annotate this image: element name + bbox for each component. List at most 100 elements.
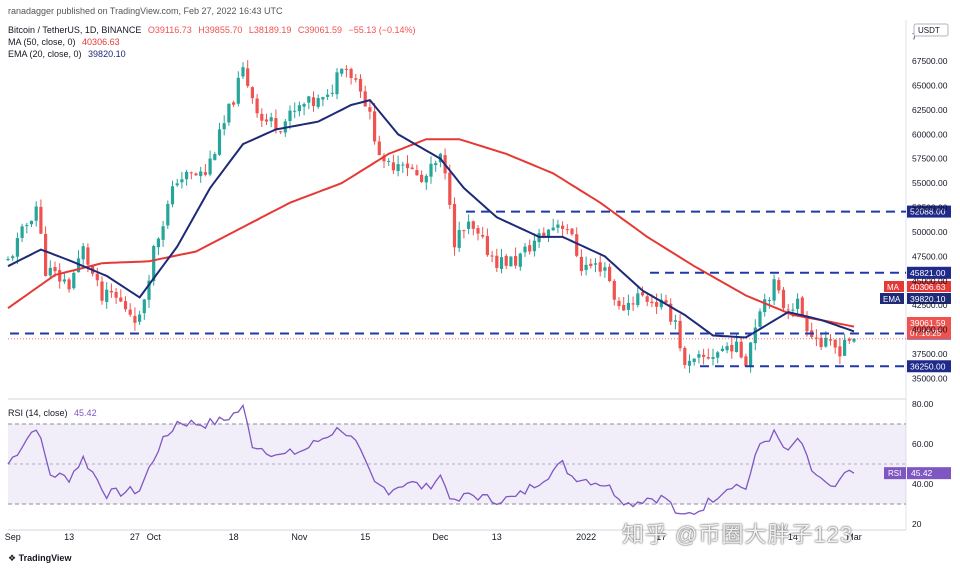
candle-body bbox=[659, 299, 663, 308]
candle-body bbox=[706, 357, 710, 359]
candle-body bbox=[180, 179, 184, 183]
rsi-line bbox=[7, 403, 855, 516]
candle-body bbox=[749, 342, 753, 368]
candle-body bbox=[640, 292, 645, 296]
rsi-band bbox=[8, 424, 906, 504]
candle-body bbox=[683, 347, 687, 365]
candle-body bbox=[664, 300, 668, 303]
ohlc-open: O39116.73 bbox=[147, 25, 192, 35]
candle-body bbox=[67, 279, 71, 290]
candle-body bbox=[796, 298, 800, 309]
candle-body bbox=[175, 183, 179, 186]
level-label: 36250.00 bbox=[910, 361, 946, 371]
rsi-tick-label: 60.00 bbox=[912, 439, 934, 449]
time-tick-label: 14 bbox=[788, 532, 798, 542]
candle-body bbox=[575, 234, 579, 256]
candle-body bbox=[415, 170, 419, 176]
price-tick-label: 62500.00 bbox=[912, 105, 948, 115]
rsi-tick-label: 20 bbox=[912, 519, 922, 529]
candle-body bbox=[828, 339, 833, 341]
price-axis[interactable]: 35000.00 37500.00 40000.00 42500.00 45000.00… bbox=[912, 23, 949, 529]
candle-body bbox=[255, 98, 259, 114]
candle-body bbox=[410, 167, 414, 169]
candle-body bbox=[546, 229, 551, 238]
candle-body bbox=[217, 129, 222, 155]
candle-body bbox=[316, 98, 320, 107]
candle-body bbox=[608, 266, 612, 282]
candle-body bbox=[373, 111, 377, 142]
candle-body bbox=[269, 117, 273, 122]
candle-body bbox=[128, 309, 132, 315]
level-label: 52088.00 bbox=[910, 207, 946, 217]
candle-body bbox=[25, 225, 29, 227]
candle-body bbox=[805, 315, 809, 332]
indicator-lines bbox=[7, 98, 855, 339]
candle-body bbox=[528, 245, 532, 252]
rsi-legend-label: RSI (14, close) bbox=[8, 408, 68, 418]
currency-badge bbox=[913, 23, 949, 37]
tradingview-logo[interactable]: ❖ TradingView bbox=[8, 553, 71, 564]
candle-body bbox=[222, 123, 226, 130]
price-tick-label: 45000.00 bbox=[912, 276, 948, 286]
candle-body bbox=[119, 297, 123, 302]
candle-body bbox=[725, 346, 729, 351]
candle-body bbox=[166, 203, 170, 226]
candle-body bbox=[626, 302, 630, 310]
ohlc-change: −55.13 (−0.14%) bbox=[348, 25, 416, 35]
candle-body bbox=[241, 67, 245, 77]
candle-body bbox=[368, 107, 372, 112]
candle-body bbox=[72, 272, 76, 289]
rsi-tag-text: RSI bbox=[888, 469, 901, 478]
candle-body bbox=[448, 172, 452, 205]
ohlc-high: H39855.70 bbox=[198, 25, 243, 35]
candle-body bbox=[824, 337, 828, 347]
candle-body bbox=[852, 338, 856, 342]
candle-body bbox=[335, 72, 339, 95]
candle-body bbox=[617, 300, 621, 307]
candle-body bbox=[702, 354, 706, 357]
candle-body bbox=[424, 175, 428, 183]
candle-body bbox=[791, 309, 795, 311]
tradingview-brand: TradingView bbox=[18, 553, 72, 563]
candle-body bbox=[100, 281, 104, 301]
candle-body bbox=[133, 315, 137, 323]
candle-body bbox=[420, 174, 424, 182]
candle-body bbox=[739, 341, 743, 358]
time-tick-label: Sep bbox=[5, 532, 21, 542]
price-tick-label: 42500.00 bbox=[912, 300, 948, 310]
candle-body bbox=[631, 303, 635, 305]
candle-body bbox=[833, 339, 837, 348]
candle-body bbox=[485, 236, 489, 256]
candle-body bbox=[565, 229, 569, 231]
price-tick-label: 40000.00 bbox=[912, 325, 948, 335]
rsi-pane: RSI 45.42 bbox=[7, 403, 951, 516]
time-axis[interactable]: Sep 13 27 Oct 18 Nov 15 Dec 13 2022 17 14 Mar bbox=[5, 532, 862, 542]
candle-body bbox=[593, 263, 598, 265]
candle-body bbox=[311, 97, 316, 107]
candle-body bbox=[123, 301, 128, 310]
candle-body bbox=[692, 358, 696, 362]
candle-body bbox=[260, 113, 264, 121]
level-badge bbox=[907, 360, 951, 373]
candle-body bbox=[838, 346, 842, 357]
candle-body bbox=[44, 233, 48, 276]
candle-body bbox=[673, 320, 677, 322]
candle-body bbox=[405, 163, 410, 169]
candle-body bbox=[603, 267, 607, 271]
price-tick-label: 37500.00 bbox=[912, 349, 948, 359]
candle-body bbox=[232, 102, 236, 105]
price-tick-label: 67500.00 bbox=[912, 56, 948, 66]
candle-body bbox=[62, 279, 66, 282]
candle-body bbox=[678, 320, 682, 349]
ma-value-label: 40306.63 bbox=[910, 282, 946, 292]
rsi-tick-label: 80.00 bbox=[912, 399, 934, 409]
candle-body bbox=[720, 348, 724, 351]
ema-legend-value: 39820.10 bbox=[88, 49, 126, 59]
candle-body bbox=[358, 78, 363, 92]
price-tick-label: 60000.00 bbox=[912, 129, 948, 139]
countdown-label: 07:16:25 bbox=[910, 329, 942, 338]
level-badge bbox=[907, 266, 951, 279]
time-tick-label: Oct bbox=[147, 532, 162, 542]
